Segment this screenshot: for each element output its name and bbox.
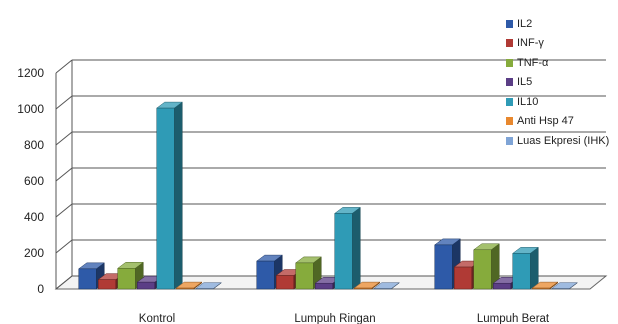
legend-item: Anti Hsp 47 — [506, 112, 609, 132]
legend-label: Anti Hsp 47 — [517, 115, 574, 128]
gridline-side — [55, 167, 73, 182]
gridline-side — [55, 203, 73, 218]
gridline-side — [55, 239, 73, 254]
bar — [276, 275, 294, 290]
y-tick-label: 600 — [24, 174, 44, 188]
bar — [315, 282, 333, 290]
y-tick-label: 1000 — [17, 102, 44, 116]
gridline-side — [55, 275, 73, 290]
legend-item: IL2 — [506, 14, 609, 34]
legend-item: TNF-α — [506, 53, 609, 73]
legend-label: INF-γ — [517, 37, 544, 50]
legend-swatch — [506, 39, 513, 48]
legend-item: INF-γ — [506, 34, 609, 54]
legend-label: IL5 — [517, 76, 533, 89]
bar — [354, 287, 372, 290]
legend-item: Luas Ekpresi (IHK) — [506, 131, 609, 151]
bar — [137, 281, 155, 290]
bar — [156, 107, 175, 290]
bar — [493, 282, 511, 290]
y-tick-label: 0 — [37, 282, 44, 296]
bar-side — [530, 246, 539, 290]
bar — [473, 249, 492, 290]
y-tick-label: 1200 — [17, 66, 44, 80]
bar — [176, 287, 194, 290]
legend-swatch — [506, 97, 513, 106]
legend-label: TNF-α — [517, 56, 549, 69]
bar-side — [174, 101, 183, 290]
legend-label: IL10 — [517, 95, 539, 108]
bar — [78, 268, 97, 290]
bar — [117, 268, 136, 290]
y-tick-label: 400 — [24, 210, 44, 224]
bar — [532, 287, 550, 290]
y-tick-label: 200 — [24, 246, 44, 260]
x-tick-label: Lumpuh Ringan — [294, 313, 375, 324]
bar — [454, 266, 472, 290]
chart-legend: IL2 INF-γ TNF-α IL5 IL10 Anti Hsp 47 Luas Ekpr… — [506, 14, 609, 151]
bar-side — [352, 206, 361, 290]
bar — [98, 279, 116, 290]
legend-swatch — [506, 19, 513, 28]
legend-swatch — [506, 78, 513, 87]
legend-label: Luas Ekpresi (IHK) — [517, 134, 610, 147]
bar — [256, 260, 275, 290]
gridline-side — [55, 95, 73, 110]
legend-swatch — [506, 58, 513, 67]
x-tick-label: Kontrol — [139, 313, 175, 324]
y-tick-label: 800 — [24, 138, 44, 152]
legend-item: IL5 — [506, 73, 609, 93]
x-tick-label: Lumpuh Berat — [477, 313, 550, 324]
bar — [434, 244, 453, 290]
bar — [295, 262, 314, 290]
gridline-side — [55, 131, 73, 146]
bar — [512, 253, 531, 290]
legend-swatch — [506, 117, 513, 126]
bar — [334, 213, 353, 290]
legend-item: IL10 — [506, 92, 609, 112]
legend-swatch — [506, 136, 513, 145]
legend-label: IL2 — [517, 17, 533, 30]
gridline-side — [55, 59, 73, 74]
